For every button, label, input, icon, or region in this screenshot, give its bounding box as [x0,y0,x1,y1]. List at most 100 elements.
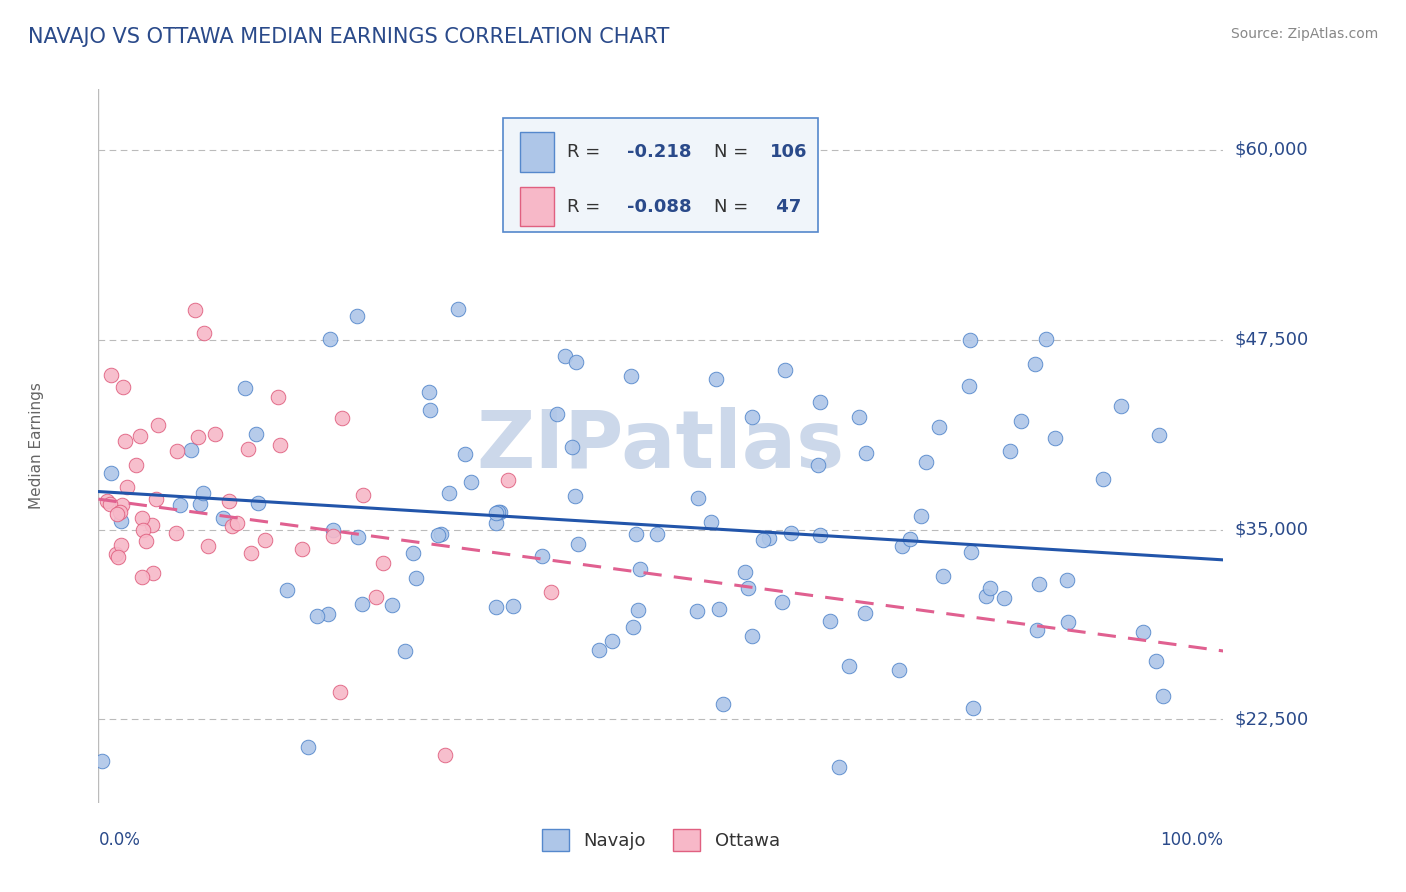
Point [132,524,155,538]
Point [454,447,477,461]
Text: Median Earnings: Median Earnings [30,383,44,509]
Point [561,440,583,454]
Point [291,541,314,556]
Point [627,603,650,617]
Point [427,528,450,542]
Point [957,378,980,392]
Text: -0.218: -0.218 [627,143,692,161]
Point [979,581,1001,595]
Point [381,598,404,612]
Point [741,629,763,643]
Point [131,511,153,525]
Point [600,633,623,648]
Point [752,533,775,547]
Point [855,446,877,460]
Point [1010,414,1032,428]
Point [373,556,395,570]
Point [352,488,374,502]
Point [236,442,259,456]
Point [567,537,589,551]
Point [346,309,368,323]
Point [180,443,202,458]
Point [100,467,122,481]
Point [307,608,329,623]
Point [193,326,215,341]
Point [125,458,148,472]
Point [1025,623,1047,637]
Point [114,434,136,448]
Point [887,663,910,677]
Point [212,510,235,524]
Point [110,538,132,552]
Point [900,533,922,547]
Point [928,419,950,434]
Text: $22,500: $22,500 [1234,710,1309,728]
Point [218,493,240,508]
Point [166,443,188,458]
Point [807,458,830,473]
Point [141,518,163,533]
Point [1024,357,1046,371]
Point [100,368,122,383]
Point [187,430,209,444]
Point [146,418,169,433]
Point [993,591,1015,605]
Point [976,589,998,603]
Point [350,597,373,611]
Point [104,547,127,561]
Point [108,505,131,519]
Point [546,407,568,421]
Point [183,303,205,318]
Point [891,539,914,553]
Point [959,333,981,347]
Point [394,644,416,658]
Point [233,381,256,395]
Point [111,498,134,512]
Point [621,620,644,634]
Point [688,491,710,505]
Point [686,604,709,618]
Text: R =: R = [568,198,600,216]
Point [165,525,187,540]
Point [1043,431,1066,445]
Point [110,514,132,528]
Point [540,585,562,599]
Point [998,443,1021,458]
Point [105,507,128,521]
Point [269,438,291,452]
Point [131,570,153,584]
Point [297,739,319,754]
Point [498,473,520,487]
Point [330,410,353,425]
Point [322,529,344,543]
Point [318,332,340,346]
Text: N =: N = [714,143,748,161]
Point [460,475,482,489]
Point [366,590,388,604]
Point [107,549,129,564]
Text: ZIPatlas: ZIPatlas [477,407,845,485]
Point [645,527,668,541]
Text: 0.0%: 0.0% [98,831,141,849]
FancyBboxPatch shape [503,118,818,232]
Point [502,599,524,613]
Point [247,496,270,510]
Point [1092,472,1115,486]
Point [588,643,610,657]
Text: N =: N = [714,198,748,216]
Point [737,581,759,595]
Point [169,498,191,512]
Point [225,516,247,531]
Point [239,546,262,560]
Point [346,530,368,544]
Point [430,527,453,541]
Point [245,427,267,442]
Text: 106: 106 [770,143,807,161]
Point [564,355,586,369]
Point [486,505,509,519]
Point [628,562,651,576]
Text: R =: R = [568,143,600,161]
Point [1057,615,1080,629]
Point [828,760,851,774]
Point [135,534,157,549]
